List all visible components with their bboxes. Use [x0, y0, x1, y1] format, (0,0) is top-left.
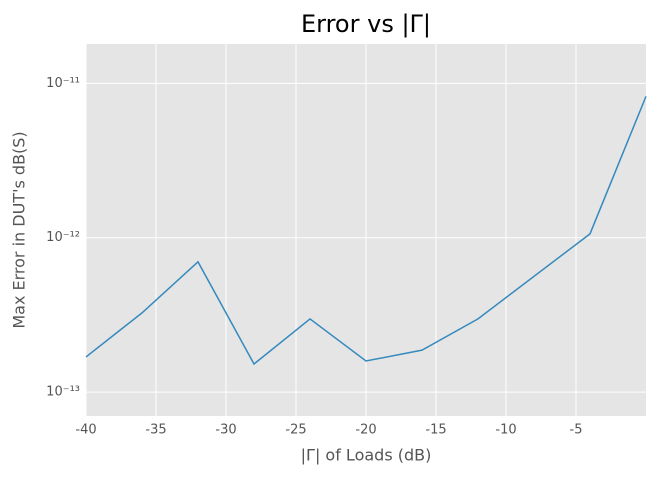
x-tick-label: -20 [355, 423, 376, 438]
x-tick-label: -35 [145, 423, 166, 438]
y-tick-label: 10⁻¹¹ [46, 76, 80, 91]
y-tick-label: 10⁻¹³ [46, 385, 80, 400]
data-line [85, 96, 647, 366]
y-axis-label: Max Error in DUT's dB(S) [10, 131, 29, 328]
x-tick-label: -10 [495, 423, 516, 438]
x-tick-label: -15 [425, 423, 446, 438]
x-tick-label: -25 [285, 423, 306, 438]
x-tick-label: -5 [570, 423, 583, 438]
chart-title: Error vs |Γ| [301, 10, 431, 38]
x-axis-label: |Γ| of Loads (dB) [301, 446, 432, 465]
x-tick-label: -40 [75, 423, 96, 438]
x-tick-label: -30 [215, 423, 236, 438]
y-tick-label: 10⁻¹² [46, 230, 80, 245]
